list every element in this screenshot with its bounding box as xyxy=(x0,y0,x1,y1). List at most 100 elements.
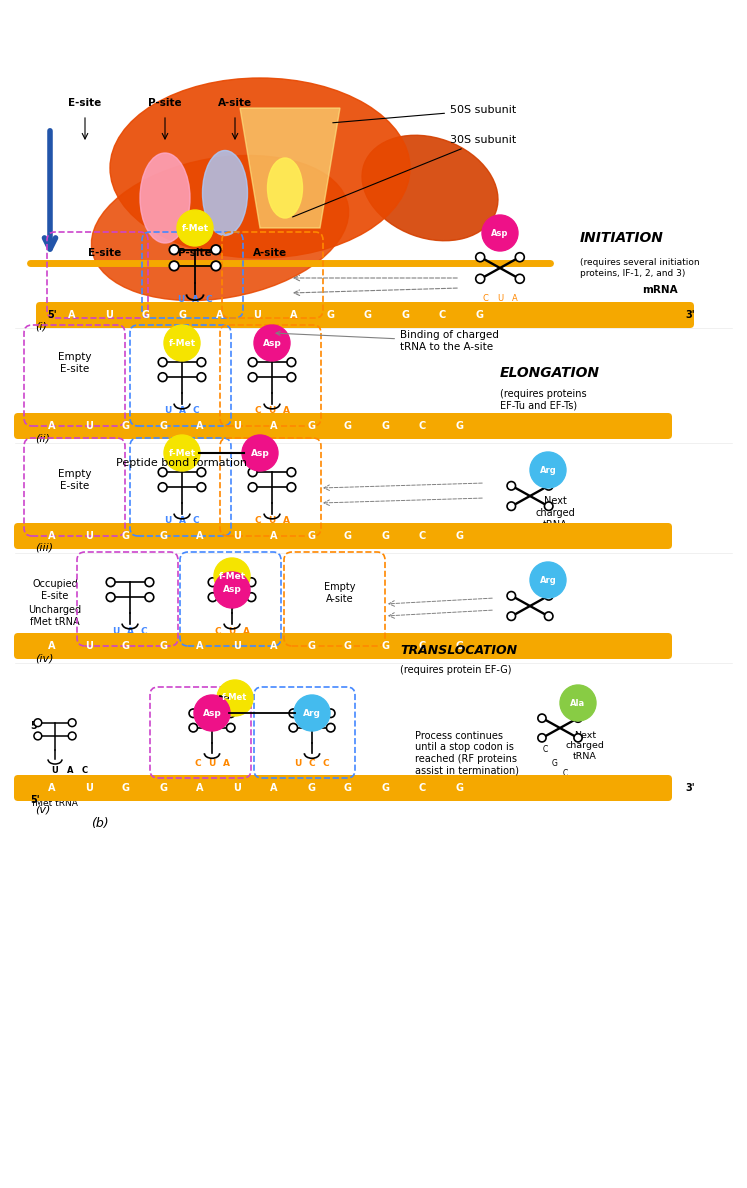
Text: G: G xyxy=(307,531,315,541)
Circle shape xyxy=(158,358,167,367)
Text: Binding of charged
tRNA to the A-site: Binding of charged tRNA to the A-site xyxy=(276,330,499,352)
Text: A-site: A-site xyxy=(218,97,252,108)
Text: G: G xyxy=(401,310,409,320)
Text: Release of
uncharged
fMet tRNA: Release of uncharged fMet tRNA xyxy=(31,778,79,808)
Text: f-Met: f-Met xyxy=(223,694,248,702)
Text: C: C xyxy=(418,421,426,431)
Text: G: G xyxy=(364,310,372,320)
Text: G: G xyxy=(455,783,463,794)
Text: G: G xyxy=(159,642,167,651)
Text: Asp: Asp xyxy=(202,708,221,718)
Text: G: G xyxy=(475,310,483,320)
Circle shape xyxy=(287,468,296,476)
Text: A-site: A-site xyxy=(253,248,287,258)
Circle shape xyxy=(106,577,115,587)
Text: A: A xyxy=(216,310,224,320)
Circle shape xyxy=(106,593,115,601)
Text: C: C xyxy=(193,516,199,524)
Text: A: A xyxy=(270,421,278,431)
Text: G: G xyxy=(344,783,352,794)
Circle shape xyxy=(545,592,553,600)
Text: C: C xyxy=(482,293,488,303)
Ellipse shape xyxy=(91,156,349,301)
Text: (i): (i) xyxy=(35,321,47,331)
Circle shape xyxy=(530,562,566,598)
Text: G: G xyxy=(455,421,463,431)
Circle shape xyxy=(34,719,42,727)
Text: Asp: Asp xyxy=(492,228,509,238)
Circle shape xyxy=(482,215,518,251)
Text: 5': 5' xyxy=(47,310,57,320)
Text: G: G xyxy=(122,783,130,794)
Text: E-site: E-site xyxy=(88,248,122,258)
Text: 3': 3' xyxy=(685,783,695,794)
Text: A: A xyxy=(126,626,134,636)
Text: A: A xyxy=(49,642,56,651)
Text: C: C xyxy=(255,405,261,415)
Text: f-Met: f-Met xyxy=(218,571,246,581)
Text: A: A xyxy=(270,642,278,651)
Circle shape xyxy=(248,358,257,367)
Circle shape xyxy=(197,358,205,367)
Text: C: C xyxy=(418,531,426,541)
Text: U: U xyxy=(208,758,216,767)
Text: U: U xyxy=(164,516,172,524)
Text: U: U xyxy=(52,765,58,775)
Text: A: A xyxy=(179,405,185,415)
Text: A: A xyxy=(512,293,518,303)
FancyBboxPatch shape xyxy=(36,302,694,328)
Text: A: A xyxy=(196,642,204,651)
Text: G: G xyxy=(179,310,187,320)
Text: G: G xyxy=(455,642,463,651)
Text: mRNA: mRNA xyxy=(642,285,678,295)
Text: Peptide bond formation: Peptide bond formation xyxy=(117,459,247,468)
Circle shape xyxy=(242,435,278,470)
Circle shape xyxy=(68,719,76,727)
Text: A: A xyxy=(282,405,290,415)
Text: Next
charged
tRNA: Next charged tRNA xyxy=(535,497,575,530)
FancyBboxPatch shape xyxy=(14,633,672,659)
Text: G: G xyxy=(381,642,389,651)
Circle shape xyxy=(574,734,582,742)
Circle shape xyxy=(177,210,213,246)
Circle shape xyxy=(247,593,255,601)
Text: A: A xyxy=(196,783,204,794)
Text: G: G xyxy=(142,310,150,320)
Text: A: A xyxy=(196,421,204,431)
Text: C: C xyxy=(205,296,212,304)
Text: (iv): (iv) xyxy=(35,653,54,663)
Circle shape xyxy=(545,503,553,511)
Circle shape xyxy=(214,558,250,594)
Text: A: A xyxy=(282,516,290,524)
Circle shape xyxy=(507,592,515,600)
Text: U: U xyxy=(497,293,503,303)
Circle shape xyxy=(226,723,235,732)
Circle shape xyxy=(476,253,485,261)
Circle shape xyxy=(538,714,546,722)
Text: C: C xyxy=(195,758,201,767)
Circle shape xyxy=(164,435,200,470)
Circle shape xyxy=(326,723,335,732)
Circle shape xyxy=(247,577,255,587)
Text: G: G xyxy=(381,531,389,541)
Text: INITIATION: INITIATION xyxy=(580,230,664,245)
Text: C: C xyxy=(140,626,147,636)
Ellipse shape xyxy=(140,153,190,244)
Text: Next
charged
tRNA: Next charged tRNA xyxy=(565,731,604,760)
Text: Empty
E-site: Empty E-site xyxy=(58,352,92,374)
Text: (ii): (ii) xyxy=(35,432,50,443)
Text: A: A xyxy=(270,783,278,794)
Text: G: G xyxy=(122,531,130,541)
Text: U: U xyxy=(164,405,172,415)
Circle shape xyxy=(158,373,167,381)
Circle shape xyxy=(197,373,205,381)
Text: Empty
E-site: Empty E-site xyxy=(58,469,92,491)
Text: G: G xyxy=(122,642,130,651)
Circle shape xyxy=(170,261,179,271)
Circle shape xyxy=(145,593,154,601)
Text: G: G xyxy=(344,531,352,541)
Circle shape xyxy=(287,482,296,492)
Text: A: A xyxy=(68,310,75,320)
Text: A: A xyxy=(270,531,278,541)
Text: P-site: P-site xyxy=(148,97,182,108)
